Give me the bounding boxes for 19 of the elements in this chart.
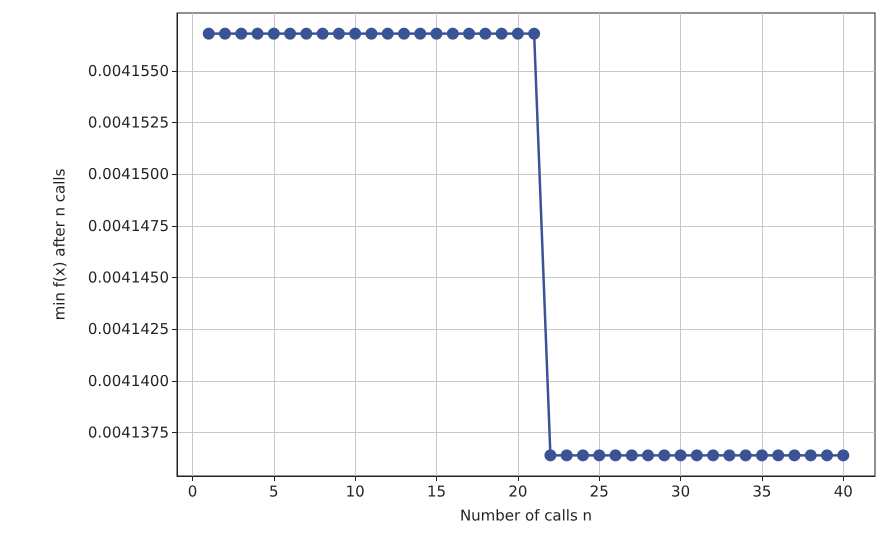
y-tick-label: 0.0041425	[88, 320, 169, 338]
y-tick-label: 0.0041400	[88, 372, 169, 390]
x-tick-label: 25	[590, 482, 609, 500]
x-axis-title: Number of calls n	[460, 506, 592, 524]
x-tick-label: 5	[269, 482, 279, 500]
x-tick-label: 30	[671, 482, 690, 500]
y-axis-title: min f(x) after n calls	[50, 168, 68, 320]
x-tick-label: 20	[508, 482, 528, 500]
x-tick-label: 35	[752, 482, 772, 500]
y-tick-label: 0.0041375	[88, 424, 169, 442]
y-tick-label: 0.0041500	[88, 165, 169, 184]
y-tick-label: 0.0041525	[88, 114, 169, 132]
y-tick-label: 0.0041550	[88, 62, 169, 80]
x-tick-label: 40	[834, 482, 853, 500]
y-tick-label: 0.0041450	[88, 268, 169, 287]
x-tick-label: 15	[426, 482, 446, 500]
x-tick-label: 0	[188, 482, 198, 500]
x-tick-label: 10	[346, 482, 365, 500]
y-tick-label: 0.0041475	[88, 216, 169, 235]
